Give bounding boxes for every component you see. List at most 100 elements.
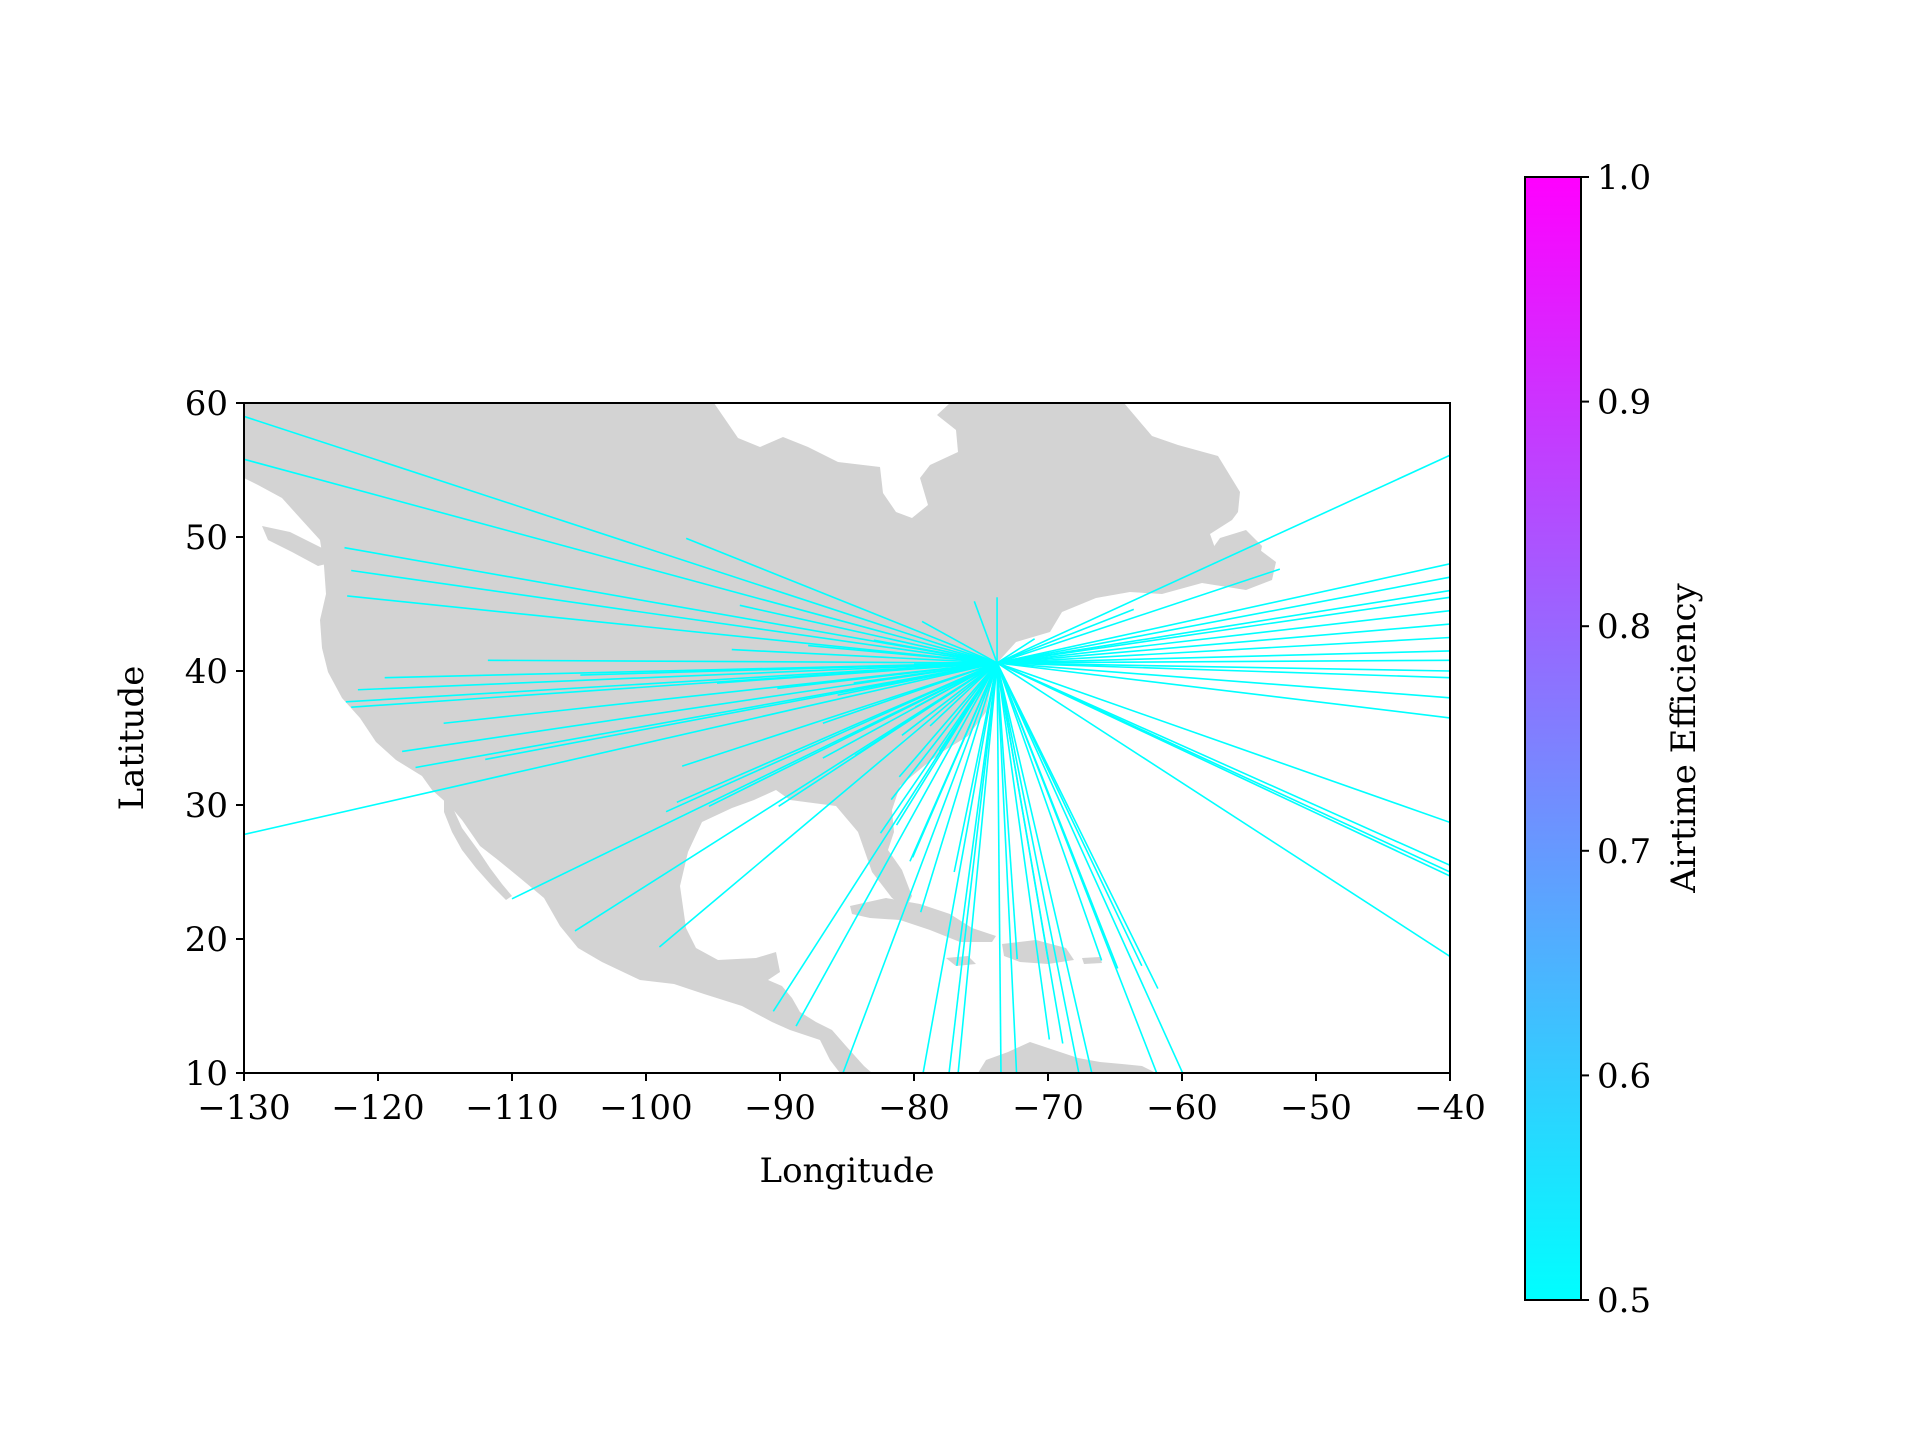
colorbar-tick-label: 0.7 <box>1597 832 1651 872</box>
route-line <box>997 623 1450 664</box>
route-line <box>485 662 998 761</box>
route-line <box>996 662 1158 1073</box>
x-tick-label: −110 <box>465 1088 558 1128</box>
x-tick-label: −130 <box>197 1088 290 1128</box>
route-line <box>997 650 1450 664</box>
route-line <box>402 662 998 753</box>
route-line <box>996 568 1281 664</box>
y-tick-label: 30 <box>185 786 228 826</box>
route-line <box>996 608 1135 664</box>
route-line <box>890 662 998 801</box>
x-tick-label: −80 <box>878 1088 950 1128</box>
route-line <box>996 662 1159 989</box>
route-line <box>956 662 998 966</box>
route-line <box>842 662 998 1073</box>
route-line <box>822 662 998 725</box>
route-line <box>658 662 998 948</box>
land-baja-california <box>444 790 512 900</box>
route-line <box>345 662 998 703</box>
route-line <box>922 662 998 1073</box>
y-axis-label: Latitude <box>112 666 152 811</box>
route-line <box>996 662 1450 877</box>
route-line <box>996 662 1018 960</box>
route-line <box>997 662 1450 699</box>
y-tick-label: 50 <box>185 518 228 558</box>
route-line <box>351 569 998 664</box>
route-line <box>777 662 998 690</box>
land-newfoundland <box>1210 530 1262 574</box>
land-south-america <box>978 1042 1156 1073</box>
route-line <box>929 662 998 727</box>
land-cuba <box>850 898 996 942</box>
route-line <box>996 662 1064 1044</box>
route-line <box>716 662 998 684</box>
route-line <box>891 651 998 664</box>
route-line <box>574 662 998 932</box>
route-line <box>996 638 1036 664</box>
route-line <box>731 648 998 664</box>
colorbar-label: Airtime Efficiency <box>1664 582 1704 893</box>
route-line <box>901 662 998 736</box>
route-line <box>997 659 1450 664</box>
route-line <box>244 458 998 664</box>
x-tick-label: −90 <box>744 1088 816 1128</box>
colorbar-tick-label: 0.5 <box>1597 1281 1651 1321</box>
route-line <box>873 639 998 664</box>
colorbar-tick-label: 0.6 <box>1597 1056 1651 1096</box>
route-line <box>415 662 998 769</box>
route-line <box>996 454 1450 664</box>
route-line <box>996 662 1450 867</box>
x-tick-label: −50 <box>1280 1088 1352 1128</box>
route-line <box>997 662 1450 672</box>
route-line <box>357 662 998 691</box>
route-line <box>948 662 998 1073</box>
colorbar-gradient <box>1524 176 1582 1301</box>
route-line <box>853 662 998 684</box>
colorbar-tick-label: 0.8 <box>1597 607 1651 647</box>
land-layer <box>244 403 1276 1073</box>
route-line <box>997 662 1450 679</box>
route-line <box>953 662 998 873</box>
x-tick-label: −100 <box>599 1088 692 1128</box>
y-tick-label: 20 <box>185 920 228 960</box>
route-line <box>938 662 998 752</box>
route-line <box>996 662 1093 1073</box>
route-line <box>739 604 998 664</box>
route-line <box>244 415 998 664</box>
route-line <box>996 596 1450 664</box>
x-axis-ticks: −130 −120 −110 −100 −90 −80 −70 −60 −50 −40 <box>197 1073 1486 1128</box>
x-tick-label: −120 <box>331 1088 424 1128</box>
colorbar-tick-label: 1.0 <box>1597 158 1651 198</box>
map-axes: −130 −120 −110 −100 −90 −80 −70 −60 −50 −40 10 20 3… <box>112 384 1486 1191</box>
route-line <box>996 662 1080 1073</box>
route-line <box>997 636 1450 664</box>
route-line <box>921 620 998 664</box>
route-line <box>795 662 998 1027</box>
route-line <box>973 601 998 664</box>
colorbar: 0.5 0.6 0.7 0.8 0.9 1.0 Airtime Efficiency <box>1524 158 1704 1321</box>
route-line <box>909 662 998 862</box>
axes-frame <box>243 402 1451 1074</box>
colorbar-tick-label: 0.9 <box>1597 383 1651 423</box>
route-lines <box>244 415 1450 1073</box>
route-line <box>996 662 1184 1073</box>
route-line <box>996 563 1450 664</box>
route-line <box>837 662 998 696</box>
y-tick-label: 60 <box>185 384 228 424</box>
route-line <box>681 662 998 767</box>
x-tick-label: −60 <box>1146 1088 1218 1128</box>
route-line <box>996 589 1450 664</box>
route-line <box>996 662 1450 958</box>
land-north-america <box>244 403 1276 1073</box>
route-line <box>996 576 1450 664</box>
route-line <box>996 662 1450 824</box>
route-line <box>996 662 1002 1073</box>
route-line <box>996 662 1450 719</box>
route-line <box>996 662 1018 1073</box>
x-tick-label: −40 <box>1414 1088 1486 1128</box>
route-line <box>487 659 998 664</box>
y-tick-label: 40 <box>185 652 228 692</box>
route-line <box>996 662 1103 961</box>
land-puerto-rico <box>1082 957 1102 964</box>
